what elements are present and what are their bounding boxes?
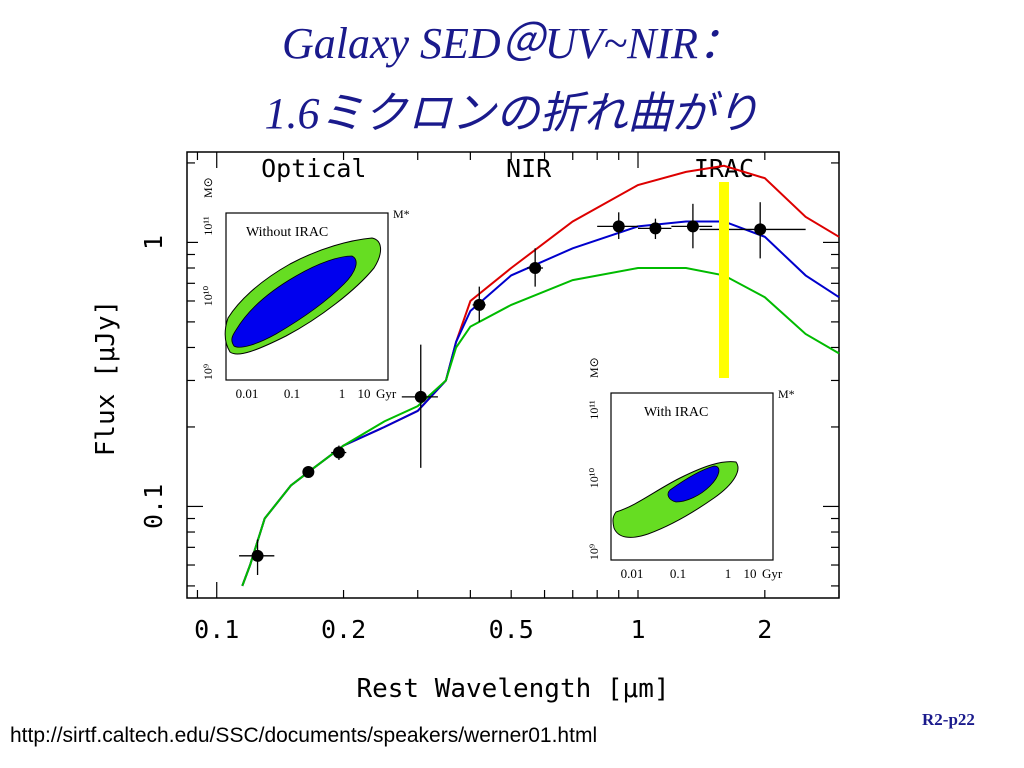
inset-with-xtick-10: 10 bbox=[744, 566, 757, 581]
inset-with-ytick-9: 10⁹ bbox=[587, 544, 601, 560]
inset-with-ylabel: M⊙ bbox=[587, 357, 601, 378]
data-point bbox=[754, 223, 767, 236]
y-tick-labels: 0.11 bbox=[139, 235, 168, 529]
irac-marker-line bbox=[718, 182, 729, 383]
band-label: Optical bbox=[261, 154, 366, 183]
inset-without-xtick-1: 1 bbox=[339, 386, 346, 401]
x-tick-label: 1 bbox=[630, 615, 645, 644]
axis-ticks bbox=[187, 152, 840, 598]
data-point bbox=[686, 220, 699, 233]
inset-without-ytick-10: 10¹⁰ bbox=[201, 286, 215, 307]
inset-without-ytick-9: 10⁹ bbox=[201, 364, 215, 380]
photometry-points bbox=[239, 202, 806, 575]
inset-without-ylabel: M⊙ bbox=[201, 177, 215, 198]
inset-without-xtick-001: 0.01 bbox=[236, 386, 259, 401]
data-point bbox=[612, 220, 625, 233]
inset-with-xtick-1: 1 bbox=[725, 566, 732, 581]
contour-inner-without bbox=[231, 255, 357, 348]
contour-inner-with bbox=[667, 465, 720, 503]
inset-without-label: Without IRAC bbox=[246, 225, 328, 240]
inset-with-xlabel: Gyr bbox=[762, 566, 783, 581]
inset-without-xtick-01: 0.1 bbox=[284, 386, 300, 401]
y-axis-label: Flux [μJy] bbox=[91, 300, 121, 457]
inset-without-irac: Without IRAC M* M⊙ 10¹¹ 10¹⁰ 10⁹ 0.01 0.… bbox=[198, 177, 410, 412]
inset-without-xlabel: Gyr bbox=[376, 386, 397, 401]
data-point bbox=[332, 446, 345, 459]
inset-without-mstar: M* bbox=[393, 207, 410, 221]
page-number: R2-p22 bbox=[922, 710, 975, 729]
inset-without-ytick-11: 10¹¹ bbox=[201, 216, 215, 236]
inset-with-irac: With IRAC M* M⊙ 10¹¹ 10¹⁰ 10⁹ 0.01 0.1 1… bbox=[566, 357, 812, 590]
data-point bbox=[251, 549, 264, 562]
slide-title-line1: Galaxy SED＠UV~NIR： bbox=[281, 19, 743, 68]
inset-with-label: With IRAC bbox=[644, 405, 708, 420]
source-url[interactable]: http://sirtf.caltech.edu/SSC/documents/s… bbox=[10, 724, 598, 747]
data-point bbox=[649, 222, 662, 235]
x-tick-label: 0.1 bbox=[194, 615, 239, 644]
y-tick-label: 0.1 bbox=[139, 484, 168, 529]
x-tick-labels: 0.1 0.2 0.5 1 2 bbox=[194, 615, 772, 644]
x-tick-label: 0.2 bbox=[321, 615, 366, 644]
plot-frame bbox=[186, 151, 840, 599]
band-label: NIR bbox=[506, 154, 552, 183]
x-axis-label: Rest Wavelength [μm] bbox=[356, 674, 669, 704]
y-tick-label: 1 bbox=[139, 235, 168, 250]
x-tick-label: 2 bbox=[757, 615, 772, 644]
inset-with-xtick-01: 0.1 bbox=[670, 566, 686, 581]
data-point bbox=[414, 390, 427, 403]
data-point bbox=[302, 466, 315, 479]
x-tick-label: 0.5 bbox=[489, 615, 534, 644]
inset-with-ytick-11: 10¹¹ bbox=[587, 400, 601, 420]
band-labels: Optical NIR IRAC bbox=[261, 154, 754, 183]
inset-with-xtick-001: 0.01 bbox=[621, 566, 644, 581]
data-point bbox=[529, 261, 542, 274]
inset-without-xtick-10: 10 bbox=[358, 386, 371, 401]
inset-with-ytick-10: 10¹⁰ bbox=[587, 468, 601, 489]
data-point bbox=[473, 298, 486, 311]
slide-title-line2: 1.6ミクロンの折れ曲がり bbox=[264, 89, 760, 138]
inset-with-mstar: M* bbox=[778, 387, 795, 401]
